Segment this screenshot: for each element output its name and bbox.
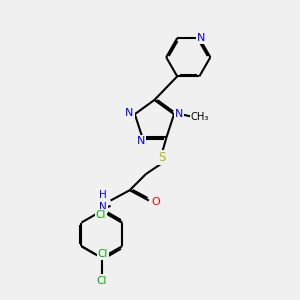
Text: S: S <box>158 151 166 164</box>
Text: N: N <box>175 109 184 119</box>
Text: Cl: Cl <box>97 276 107 286</box>
Text: H
N: H N <box>99 190 107 212</box>
Text: Cl: Cl <box>96 209 106 220</box>
Text: N: N <box>197 33 206 43</box>
Text: N: N <box>125 108 134 118</box>
Text: CH₃: CH₃ <box>191 112 209 122</box>
Text: Cl: Cl <box>98 249 108 259</box>
Text: N: N <box>136 136 145 146</box>
Text: O: O <box>151 197 160 207</box>
